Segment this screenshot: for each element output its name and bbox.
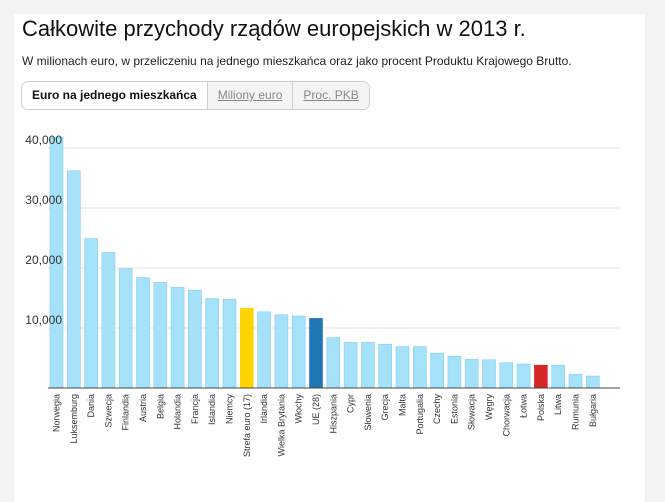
x-tick-label: Strefa euro (17) [242,394,252,457]
y-tick-label: 30,000 [25,193,62,207]
x-tick-label: Finlandia [121,394,131,431]
bar [101,252,116,389]
x-tick-label: Rumunia [571,394,581,430]
x-tick-label: Polska [536,394,546,421]
x-tick-label: Słowenia [363,394,373,431]
x-tick-label: Łotwa [519,394,529,418]
x-tick-label: Estonia [449,394,459,424]
x-tick-label: UE (28) [311,394,321,425]
x-tick-label: Hiszpania [328,394,338,434]
x-tick-label: Wielka Brytania [276,394,286,457]
chart-subtitle: W milionach euro, w przeliczeniu na jedn… [22,54,572,68]
bar [378,343,393,389]
bar [274,314,289,389]
bar [153,282,168,389]
bar [361,342,375,389]
x-tick-label: Irlandia [259,394,269,424]
bar [188,289,202,389]
y-tick-labels: 10,000 20,000 30,000 40,000 [25,133,62,327]
x-tick-label: Norwegia [52,394,62,432]
bar [482,359,496,389]
bar [136,277,150,389]
metric-tabs: Euro na jednego mieszkańca Miliony euro … [21,81,370,110]
bar-chart: 10,000 20,000 30,000 40,000 Norwegia Luksemb… [25,133,620,458]
x-tick-label: Portugalia [415,394,425,435]
bar [516,363,531,389]
bar [240,307,254,389]
x-tick-label: Szwecja [103,394,113,428]
x-tick-label: Węgry [484,394,494,421]
x-tick-label: Niemcy [225,394,235,425]
x-tick-label: Islandia [207,394,217,425]
x-tick-label: Chorwacja [501,394,511,437]
x-tick-label: Holandia [173,394,183,430]
bar [84,238,98,389]
x-tick-labels: Norwegia Luksemburg Dania Szwecja Finlandia A… [52,394,598,458]
bar [585,375,600,389]
bar [170,286,185,389]
y-tick-label: 10,000 [25,313,62,327]
x-tick-label: Belgia [155,394,165,419]
x-tick-label: Czechy [432,394,442,425]
bars [49,136,600,389]
x-tick-label: Austria [138,394,148,422]
bar [395,346,410,389]
bar [222,298,237,389]
bar [430,352,444,389]
bar [257,311,271,389]
bar [568,373,583,389]
x-tick-label: Francja [190,394,200,424]
tab-euro-per-capita[interactable]: Euro na jednego mieszkańca [22,82,207,109]
tab-million-euro[interactable]: Miliony euro [206,82,293,109]
bar [326,337,341,389]
bar [118,268,133,389]
y-tick-label: 20,000 [25,253,62,267]
bar [464,358,479,389]
bar [551,364,566,389]
bar [67,170,81,389]
page-frame-left [0,0,14,502]
x-tick-label: Grecja [380,394,390,421]
x-tick-label: Dania [86,394,96,418]
x-tick-label: Słowacja [467,394,477,430]
y-tick-label: 40,000 [25,133,62,147]
x-tick-label: Cypr [346,394,356,413]
x-tick-label: Włochy [294,394,304,424]
bar [499,362,514,389]
x-tick-label: Malta [398,394,408,416]
bar [343,342,358,389]
bar [412,346,427,389]
grid-lines [48,147,620,329]
x-tick-label: Luksemburg [69,394,79,444]
x-tick-label: Litwa [553,394,563,415]
bar [291,315,306,389]
page-frame-right [645,0,665,502]
bar [534,364,548,389]
bar [205,298,219,389]
chart-title: Całkowite przychody rządów europejskich … [22,16,526,41]
page-frame-top [0,0,665,14]
x-tick-label: Bułgaria [588,394,598,427]
tab-percent-gdp[interactable]: Proc. PKB [292,82,369,109]
bar [309,318,323,389]
bar [447,355,462,389]
